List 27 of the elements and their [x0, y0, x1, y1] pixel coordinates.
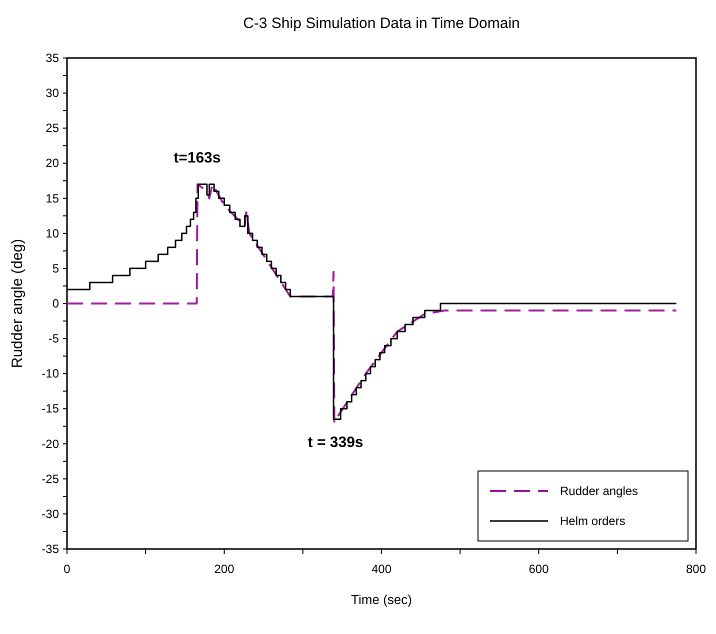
- x-tick-label: 600: [528, 562, 550, 576]
- legend-label: Helm orders: [560, 514, 626, 528]
- y-tick-label: -15: [42, 402, 60, 416]
- y-tick-label: -10: [42, 366, 60, 381]
- y-tick-label: 0: [52, 296, 60, 310]
- y-tick-label: 25: [46, 121, 60, 136]
- chart-title: C-3 Ship Simulation Data in Time Domain: [243, 15, 520, 32]
- x-tick-label: 400: [371, 562, 392, 576]
- y-tick-label: -20: [42, 436, 60, 451]
- y-tick-label: 5: [52, 261, 60, 276]
- x-tick-label: 800: [686, 562, 706, 576]
- legend-label: Rudder angles: [560, 484, 638, 498]
- x-tick-label: 200: [214, 562, 235, 576]
- y-tick-label: 35: [46, 51, 60, 65]
- y-tick-label: 20: [46, 156, 60, 170]
- y-tick-label: -30: [42, 506, 60, 521]
- x-tick-label: 0: [64, 562, 71, 576]
- annotation: t=163s: [174, 149, 221, 166]
- y-tick-label: 15: [46, 191, 60, 206]
- y-tick-label: 30: [46, 86, 60, 100]
- y-axis-title: Rudder angle (deg): [9, 238, 26, 368]
- annotation: t = 339s: [308, 434, 364, 452]
- y-tick-label: -5: [48, 332, 60, 346]
- y-tick-label: 10: [46, 226, 60, 240]
- y-tick-label: -35: [42, 542, 60, 556]
- x-axis-title: Time (sec): [351, 592, 412, 607]
- y-tick-label: -25: [42, 472, 60, 486]
